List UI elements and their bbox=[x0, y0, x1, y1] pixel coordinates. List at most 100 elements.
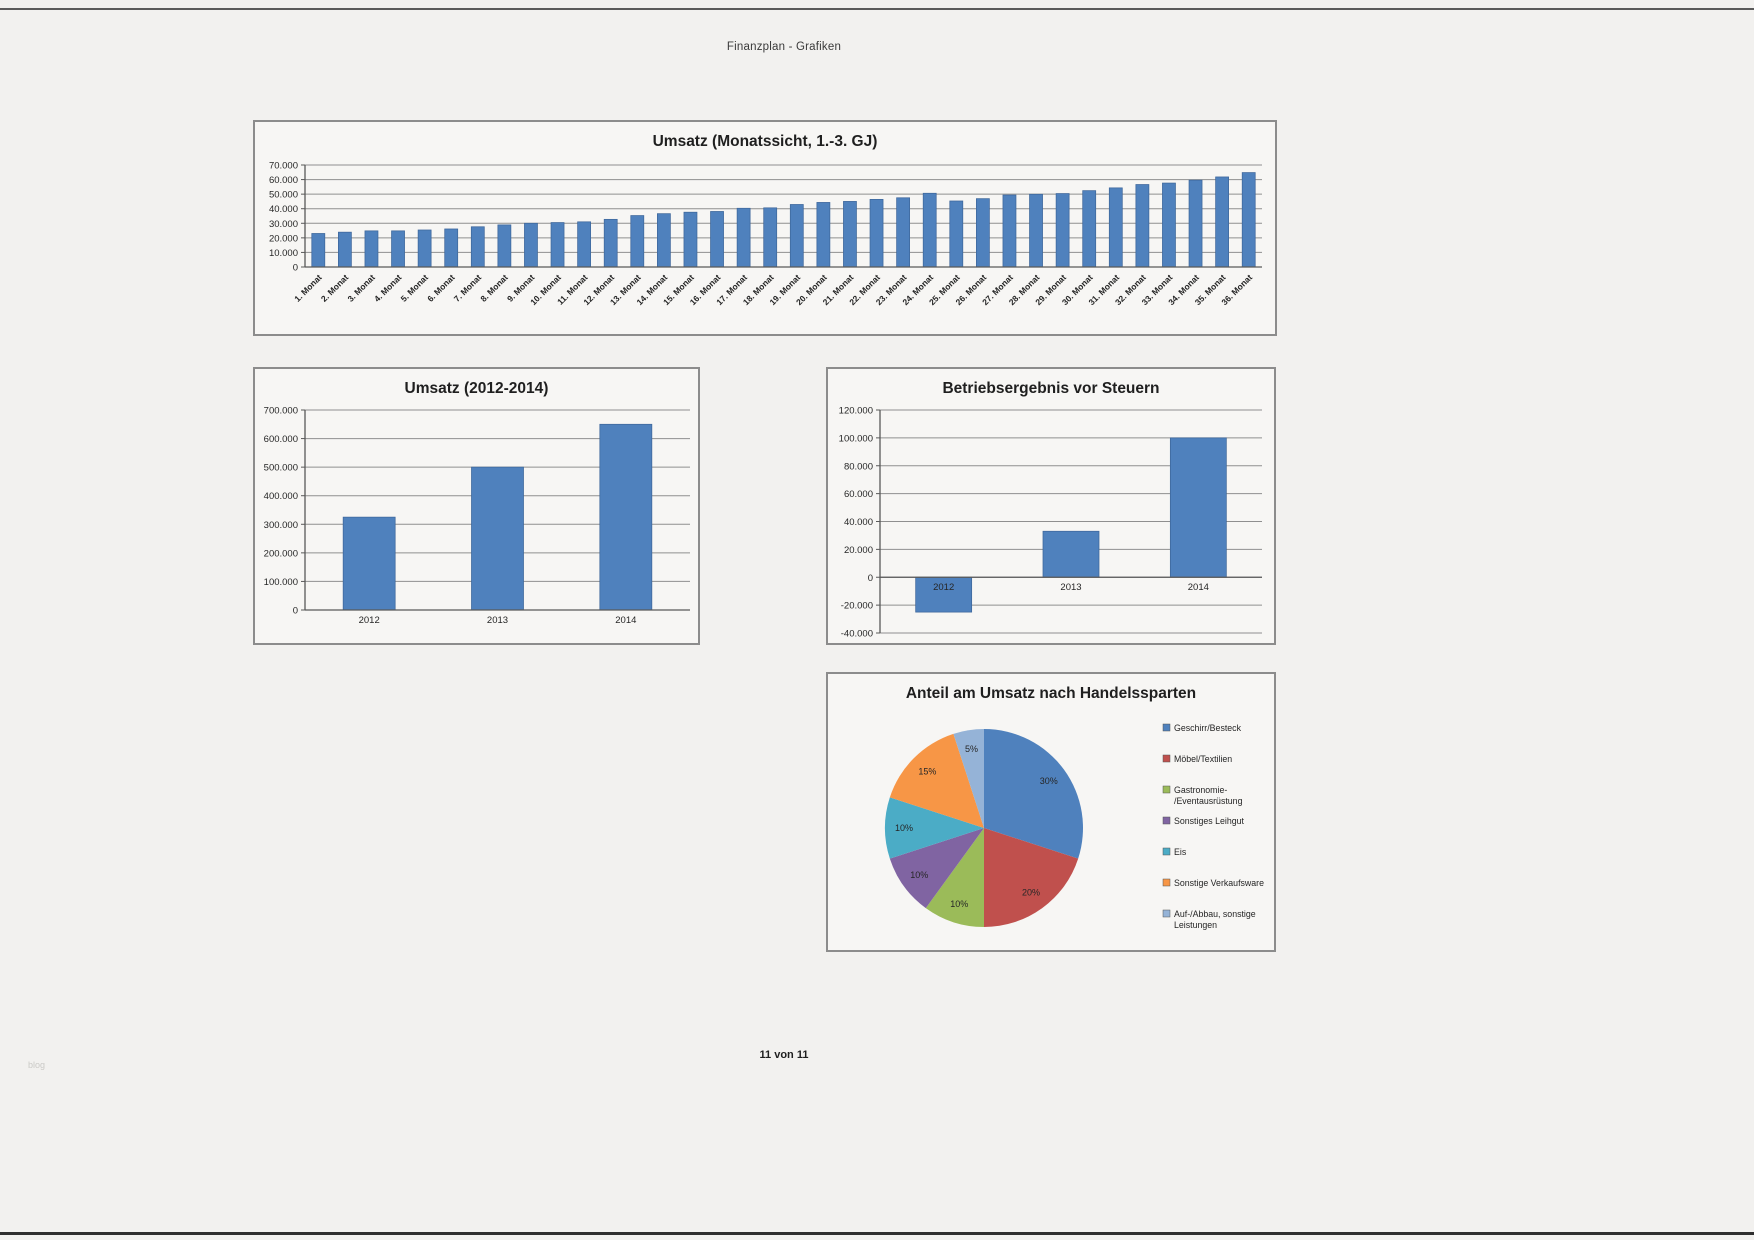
legend-marker-Eis bbox=[1162, 847, 1171, 856]
bar-2. Monat bbox=[338, 231, 352, 268]
legend-label: Gastronomie- bbox=[1174, 785, 1227, 795]
y-tick-label: 700.000 bbox=[264, 406, 298, 417]
chart-title-umsatz-monatssicht: Umsatz (Monatssicht, 1.-3. GJ) bbox=[652, 133, 878, 150]
page-header-title: Finanzplan - Grafiken bbox=[726, 41, 842, 53]
legend-label: Auf-/Abbau, sonstige bbox=[1174, 909, 1256, 919]
legend-label: Sonstige Verkaufsware bbox=[1174, 878, 1264, 888]
category-label: 3. Monat bbox=[345, 272, 377, 304]
bar-34. Monat bbox=[1188, 179, 1203, 268]
chart-box-umsatz-jahre: Umsatz (2012-2014) 0 100.000 200.000 300.00… bbox=[253, 367, 700, 645]
y-tick-label: 10.000 bbox=[269, 248, 298, 259]
y-tick-label: -20.000 bbox=[841, 601, 873, 612]
category-label: 7. Monat bbox=[452, 272, 484, 304]
y-tick-label: 80.000 bbox=[844, 461, 873, 472]
bar-2013 bbox=[1042, 530, 1100, 578]
y-tick-label: 40.000 bbox=[844, 517, 873, 528]
bar-9. Monat bbox=[524, 222, 538, 268]
legend-label: Geschirr/Besteck bbox=[1174, 723, 1242, 733]
bar-2014 bbox=[1169, 437, 1227, 578]
bar-23. Monat bbox=[896, 197, 910, 268]
legend-label: Möbel/Textilien bbox=[1174, 754, 1232, 764]
legend-label: /Eventausrüstung bbox=[1174, 796, 1243, 806]
bar-27. Monat bbox=[1002, 194, 1017, 268]
pie-slice-Eis bbox=[885, 797, 984, 859]
category-label: 8. Monat bbox=[478, 272, 510, 304]
pie-slice-Gastronomie-/Eventausrüstung bbox=[925, 828, 984, 927]
chart-title-umsatz-jahre: Umsatz (2012-2014) bbox=[404, 380, 549, 397]
bar-4. Monat bbox=[391, 230, 405, 268]
y-tick-label: 100.000 bbox=[264, 577, 298, 588]
y-tick-label: 0 bbox=[293, 263, 298, 274]
bar-chart-betriebsergebnis: -40.000 -20.000 0 20.000 40.000 60.000 80.000 1… bbox=[839, 406, 1262, 640]
bar-2012 bbox=[342, 516, 396, 611]
bar-31. Monat bbox=[1108, 187, 1123, 268]
y-tick-label: 100.000 bbox=[839, 433, 873, 444]
chart-box-betriebsergebnis: Betriebsergebnis vor Steuern -40.000 -20.… bbox=[826, 367, 1276, 645]
bar-21. Monat bbox=[843, 201, 857, 268]
bar-5. Monat bbox=[417, 229, 432, 268]
bar-22. Monat bbox=[869, 199, 884, 268]
bar-2014 bbox=[599, 423, 653, 611]
category-label: 2. Monat bbox=[319, 272, 351, 304]
bar-8. Monat bbox=[497, 224, 512, 268]
page-top-rule bbox=[0, 8, 1754, 10]
bar-14. Monat bbox=[657, 213, 671, 268]
legend-marker-Geschirr/Besteck bbox=[1162, 723, 1171, 732]
category-label: 2013 bbox=[1060, 582, 1081, 593]
category-label: 4. Monat bbox=[372, 272, 404, 304]
y-tick-label: 50.000 bbox=[269, 190, 298, 201]
legend-marker-Sonstige Verkaufsware bbox=[1162, 878, 1171, 887]
category-label: 2012 bbox=[359, 615, 380, 626]
bar-chart-umsatz-jahre: 0 100.000 200.000 300.000 400.000 500.000 600.… bbox=[264, 406, 690, 626]
bar-2013 bbox=[471, 466, 524, 611]
pie-slice-Sonstiges Leihgut bbox=[889, 828, 984, 909]
legend-marker-Auf-/Abbau, sonstige Leistungen bbox=[1162, 909, 1171, 918]
y-tick-label: 120.000 bbox=[839, 406, 873, 417]
bar-6. Monat bbox=[444, 228, 459, 268]
y-tick-label: 70.000 bbox=[269, 161, 298, 172]
pie-value-label: 10% bbox=[950, 899, 968, 909]
legend-label: Leistungen bbox=[1174, 920, 1217, 930]
legend-marker-Sonstiges Leihgut bbox=[1162, 816, 1171, 825]
bar-32. Monat bbox=[1135, 184, 1150, 268]
pie-value-label: 10% bbox=[910, 870, 928, 880]
legend-marker-Gastronomie-/Eventausrüstung bbox=[1162, 785, 1171, 794]
category-label: 1. Monat bbox=[292, 272, 324, 304]
y-tick-label: 400.000 bbox=[264, 491, 298, 502]
pie-slice-Sonstige Verkaufsware bbox=[889, 733, 984, 828]
pie-slice-Geschirr/Besteck bbox=[984, 729, 1083, 859]
chart-title-betriebsergebnis: Betriebsergebnis vor Steuern bbox=[942, 380, 1160, 397]
category-label: 2012 bbox=[933, 582, 954, 593]
pie-slice-Möbel/Textilien bbox=[984, 828, 1079, 927]
bar-16. Monat bbox=[710, 211, 724, 268]
y-tick-label: -40.000 bbox=[841, 629, 873, 640]
page-number: 11 von 11 bbox=[759, 1049, 809, 1061]
y-tick-label: 60.000 bbox=[844, 489, 873, 500]
pie-value-label: 20% bbox=[1022, 888, 1040, 898]
legend-label: Eis bbox=[1174, 847, 1187, 857]
bar-18. Monat bbox=[763, 207, 778, 268]
y-tick-label: 30.000 bbox=[269, 219, 298, 230]
y-tick-label: 20.000 bbox=[844, 545, 873, 556]
bar-17. Monat bbox=[736, 207, 751, 268]
pie-value-label: 5% bbox=[965, 744, 978, 754]
category-label: 2014 bbox=[615, 615, 636, 626]
pie-value-label: 15% bbox=[918, 766, 936, 776]
bar-19. Monat bbox=[789, 204, 804, 268]
bar-30. Monat bbox=[1082, 190, 1097, 268]
bar-chart-umsatz-monatssicht: 0 10.000 20.000 30.000 40.000 50.000 60.000 70.… bbox=[269, 161, 1262, 307]
bar-35. Monat bbox=[1215, 176, 1229, 268]
category-label: 2014 bbox=[1188, 582, 1209, 593]
category-label: 5. Monat bbox=[399, 272, 431, 304]
bar-11. Monat bbox=[577, 221, 591, 268]
bar-15. Monat bbox=[683, 211, 698, 268]
y-tick-label: 60.000 bbox=[269, 175, 298, 186]
bar-12. Monat bbox=[603, 218, 618, 268]
bar-7. Monat bbox=[470, 226, 485, 268]
bar-13. Monat bbox=[630, 215, 645, 268]
chart-title-umsatzanteile: Anteil am Umsatz nach Handelssparten bbox=[905, 685, 1197, 702]
bar-25. Monat bbox=[949, 200, 964, 268]
page-bottom-rule bbox=[0, 1232, 1754, 1235]
y-tick-label: 200.000 bbox=[264, 548, 298, 559]
